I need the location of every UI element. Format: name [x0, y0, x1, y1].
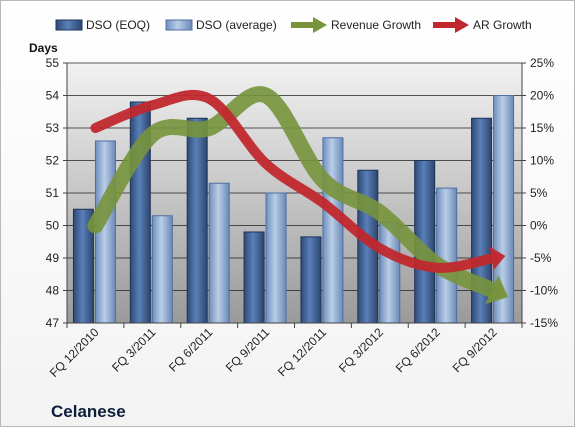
legend: DSO (EOQ) DSO (average) Revenue Growth AR G… [55, 17, 532, 33]
y-left-tick-label: 53 [46, 121, 60, 135]
y-axis-left-title: Days [29, 41, 58, 55]
y-right-tick-label: 20% [530, 89, 554, 103]
y-left-tick-label: 48 [46, 284, 60, 298]
y-right-tick-label: 5% [530, 186, 548, 200]
y-right-tick-label: -10% [530, 284, 558, 298]
ar-growth-arrowhead [489, 246, 506, 271]
y-left-tick-label: 49 [46, 251, 60, 265]
bar-dso-eoq [186, 117, 208, 324]
y-right-tick-label: -5% [530, 251, 552, 265]
bar-dso-average [151, 215, 173, 324]
x-tick-label: FQ 12/2011 [275, 325, 329, 379]
bar-dso-average [322, 137, 344, 324]
y-left-tick-label: 54 [46, 89, 60, 103]
revenue-growth-arrowhead [485, 275, 509, 305]
y-left-tick-label: 50 [46, 219, 60, 233]
y-right-tick-label: 10% [530, 154, 554, 168]
y-right-tick-label: 15% [530, 121, 554, 135]
ar-growth-line [90, 89, 499, 273]
x-tick-label: FQ 12/2010 [47, 325, 102, 380]
legend-ar-growth-arrow [455, 17, 469, 33]
x-tick-label: FQ 3/2011 [109, 325, 159, 375]
legend-dso-eoq-swatch [55, 19, 83, 31]
y-left-tick-label: 47 [46, 316, 60, 330]
y-right-tick-label: 0% [530, 219, 548, 233]
legend-revenue-growth-label: Revenue Growth [331, 18, 421, 32]
bar-dso-eoq [300, 236, 322, 324]
legend-dso-average-swatch [165, 19, 193, 31]
x-tick-label: FQ 9/2011 [223, 325, 273, 375]
bar-dso-eoq [243, 231, 265, 324]
x-tick-label: FQ 3/2012 [336, 325, 386, 375]
legend-dso-eoq-label: DSO (EOQ) [86, 18, 150, 32]
y-right-tick-label: -15% [530, 316, 558, 330]
x-tick-label: FQ 6/2011 [166, 325, 216, 375]
legend-ar-growth-label: AR Growth [473, 18, 532, 32]
y-left-tick-label: 51 [46, 186, 60, 200]
x-tick-label: FQ 9/2012 [450, 325, 500, 375]
bars [72, 95, 515, 324]
bar-dso-average [436, 187, 458, 324]
legend-dso-average-label: DSO (average) [196, 18, 277, 32]
x-tick-label: FQ 6/2012 [393, 325, 443, 375]
bar-dso-average [265, 192, 287, 324]
growth-lines [87, 86, 509, 305]
bar-dso-average [208, 182, 230, 324]
legend-revenue-growth-arrow [313, 17, 327, 33]
y-right-tick-label: 25% [530, 56, 554, 70]
revenue-growth-line [87, 86, 502, 299]
y-left-tick-label: 52 [46, 154, 60, 168]
y-left-tick-label: 55 [46, 56, 60, 70]
company-label: Celanese [51, 402, 126, 421]
